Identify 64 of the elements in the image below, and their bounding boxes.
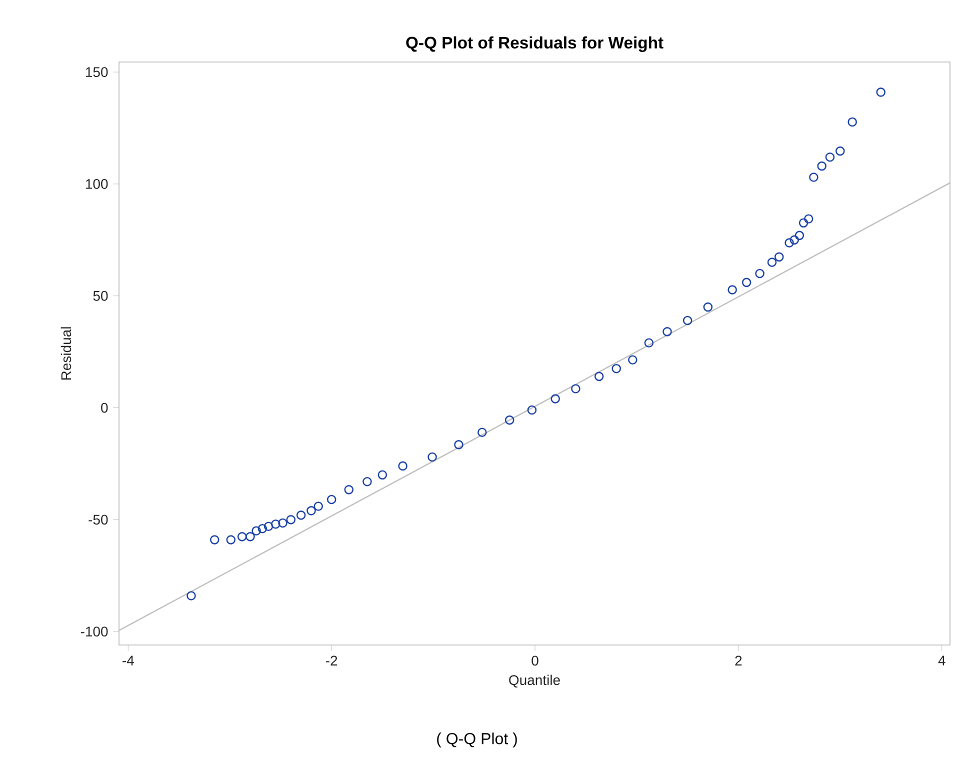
point <box>344 485 354 494</box>
y-tick-label: 0 <box>101 402 108 413</box>
y-axis-title: Residual <box>60 327 72 380</box>
point <box>571 384 580 394</box>
point <box>644 338 654 348</box>
point <box>362 476 372 486</box>
point <box>774 252 784 262</box>
point <box>703 302 713 312</box>
point <box>258 524 268 534</box>
point <box>326 494 336 504</box>
point <box>682 316 692 326</box>
point <box>755 268 764 278</box>
point <box>594 372 604 382</box>
x-tick-label: 2 <box>735 656 742 666</box>
point <box>835 146 845 156</box>
x-tick-label: 0 <box>532 656 538 666</box>
point <box>848 117 858 127</box>
point <box>226 535 236 544</box>
point <box>767 258 777 267</box>
point <box>527 405 537 415</box>
point <box>428 452 437 462</box>
point <box>378 470 388 480</box>
point <box>186 591 196 600</box>
point <box>825 152 835 162</box>
point <box>728 285 737 294</box>
point <box>662 327 672 336</box>
point <box>246 532 255 542</box>
point <box>296 510 306 520</box>
y-tick-label: -50 <box>88 514 108 525</box>
point <box>278 518 288 528</box>
point <box>210 535 220 544</box>
y-tick-label: 100 <box>86 179 108 189</box>
point <box>270 519 280 529</box>
point <box>790 235 800 245</box>
point <box>306 506 316 516</box>
point <box>784 238 794 248</box>
x-axis-title: Quantile <box>509 674 560 688</box>
y-tick-label: -100 <box>80 626 108 637</box>
x-tick-label: 4 <box>938 656 946 666</box>
point <box>876 88 886 97</box>
point <box>798 218 808 228</box>
point <box>794 230 804 240</box>
point <box>314 502 324 511</box>
point <box>237 532 247 542</box>
point <box>286 515 296 524</box>
point <box>809 172 818 182</box>
point <box>550 394 560 404</box>
point <box>612 364 622 374</box>
chart-title: Q-Q Plot of Residuals for Weight <box>406 36 664 52</box>
point <box>804 214 814 224</box>
y-tick-label: 150 <box>86 67 108 78</box>
point <box>504 415 514 425</box>
x-tick-label: -2 <box>326 656 338 666</box>
point <box>817 161 826 171</box>
y-tick-label: 50 <box>93 290 108 301</box>
text: ( Q-Q Plot ) <box>437 732 517 748</box>
point <box>742 278 752 288</box>
point <box>477 428 487 438</box>
point <box>252 526 261 536</box>
point <box>398 461 408 471</box>
point <box>454 440 464 450</box>
point <box>264 522 274 532</box>
point <box>628 355 638 365</box>
x-tick-label: -4 <box>122 656 134 666</box>
